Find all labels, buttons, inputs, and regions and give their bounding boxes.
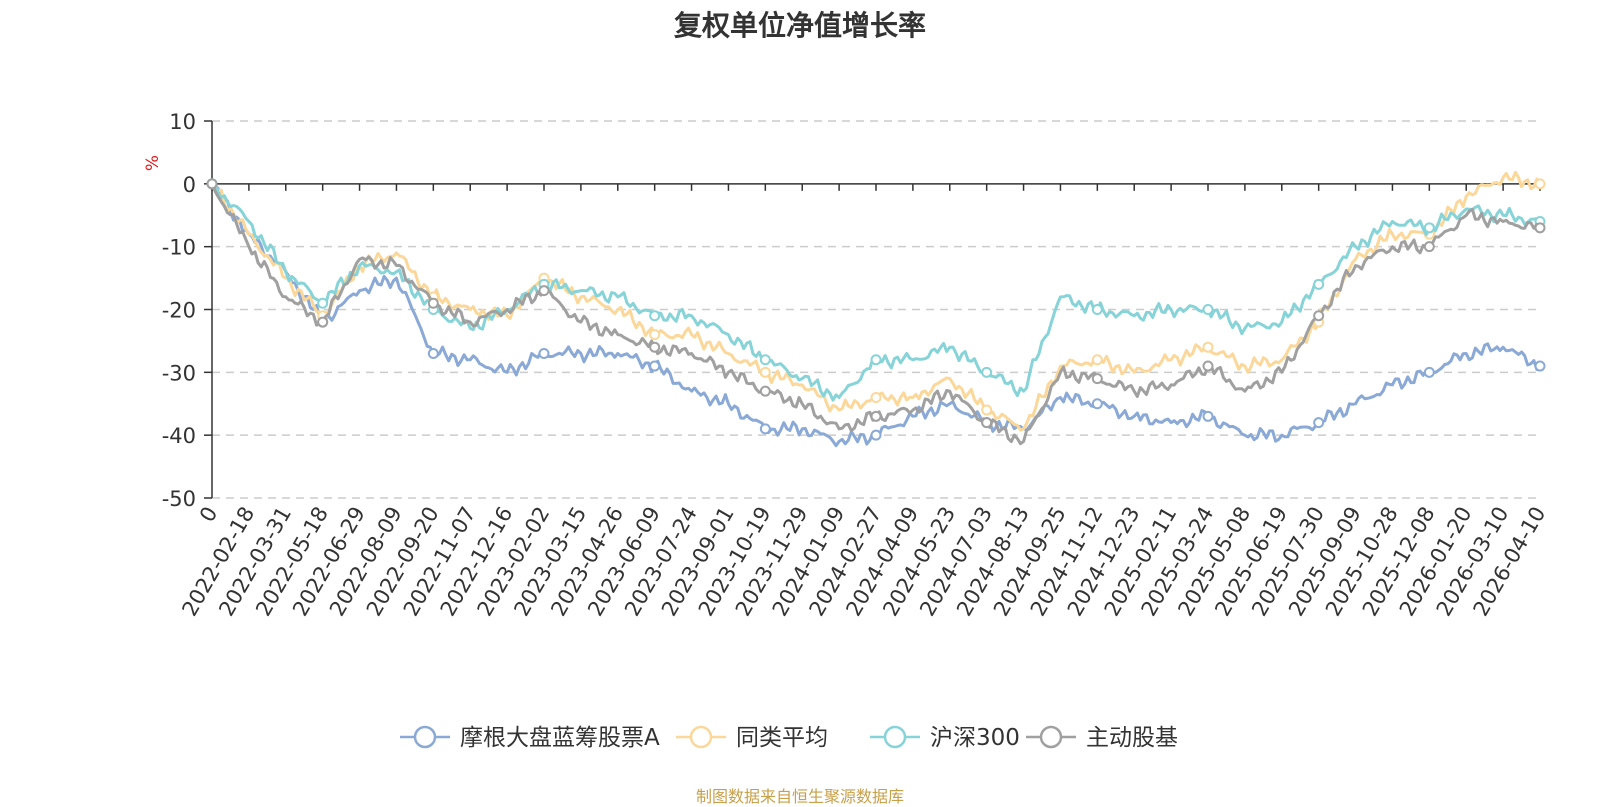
series-point	[649, 329, 661, 341]
series-point	[870, 391, 882, 403]
legend-item-4: 主动股基	[1026, 725, 1178, 751]
series-layer	[206, 170, 1546, 448]
series-point	[870, 410, 882, 422]
legend-marker	[1039, 725, 1063, 749]
series-point	[317, 297, 329, 309]
source-footer: 制图数据来自恒生聚源数据库	[695, 787, 904, 806]
legend: 摩根大盘蓝筹股票A 同类平均 沪深300 主动股基	[400, 725, 1178, 751]
legend-item-2: 同类平均	[676, 725, 828, 751]
series-point	[981, 366, 993, 378]
series-line-2	[210, 170, 1542, 432]
series-point	[1534, 360, 1546, 372]
series-point	[427, 297, 439, 309]
series-point	[1202, 341, 1214, 353]
series-point	[649, 360, 661, 372]
y-axis-unit: %	[143, 155, 163, 171]
series-point	[538, 347, 550, 359]
series-point	[1534, 178, 1546, 190]
series-point	[1423, 222, 1435, 234]
y-tick-label: -10	[162, 236, 196, 260]
series-point	[870, 354, 882, 366]
series-point	[1091, 304, 1103, 315]
series-point	[1091, 373, 1103, 385]
series-point	[1423, 366, 1435, 378]
series-point	[1091, 398, 1103, 410]
series-line-1	[211, 182, 1542, 448]
series-point	[981, 417, 993, 429]
y-tick-label: 10	[169, 110, 196, 134]
series-point	[1202, 360, 1214, 372]
series-point	[1202, 410, 1214, 422]
series-point	[1423, 241, 1435, 253]
line-chart: 100-10-20-30-40-50%02022-02-182022-03-31…	[143, 110, 1550, 751]
series-point	[759, 366, 771, 378]
series-point	[649, 310, 661, 322]
legend-item-3: 沪深300	[870, 725, 1020, 751]
series-point	[1091, 354, 1103, 366]
series-point	[538, 285, 550, 297]
series-point	[759, 385, 771, 397]
y-tick-label: -50	[162, 487, 196, 511]
legend-label: 摩根大盘蓝筹股票A	[460, 725, 660, 751]
legend-label: 同类平均	[736, 725, 828, 751]
series-point	[981, 404, 993, 416]
series-point	[1313, 278, 1325, 290]
series-point	[427, 347, 439, 359]
series-point	[206, 178, 218, 190]
series-point	[759, 423, 771, 435]
series-point	[1202, 304, 1214, 315]
series-point	[317, 316, 329, 328]
axes: 100-10-20-30-40-50%02022-02-182022-03-31…	[143, 110, 1550, 620]
legend-marker	[883, 725, 907, 749]
legend-marker	[413, 725, 437, 749]
series-point	[759, 354, 771, 366]
legend-label: 主动股基	[1086, 725, 1178, 751]
series-line-4	[210, 183, 1542, 446]
legend-marker	[689, 725, 713, 749]
series-point	[1534, 222, 1546, 234]
chart-title: 复权单位净值增长率	[673, 9, 926, 42]
y-tick-label: -20	[162, 299, 196, 323]
y-tick-label: -30	[162, 361, 196, 385]
series-point	[1313, 310, 1325, 322]
y-tick-label: 0	[183, 173, 196, 197]
series-point	[870, 429, 882, 441]
series-point	[649, 341, 661, 353]
legend-label: 沪深300	[930, 725, 1020, 751]
x-tick-label: 0	[195, 503, 222, 527]
series-point	[1313, 417, 1325, 429]
y-tick-label: -40	[162, 424, 196, 448]
legend-item-1: 摩根大盘蓝筹股票A	[400, 725, 660, 751]
